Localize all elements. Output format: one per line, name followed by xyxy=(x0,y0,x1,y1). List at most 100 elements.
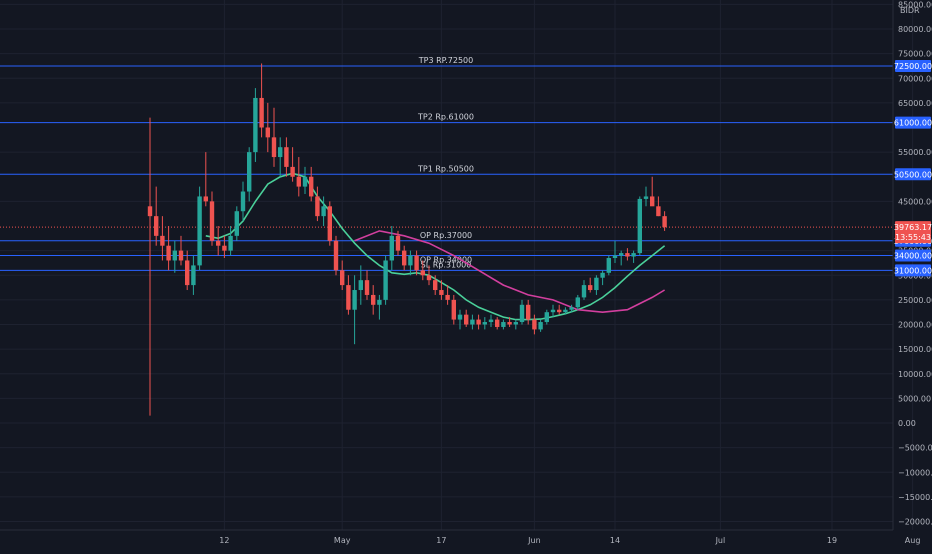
level-tag-sl xyxy=(895,264,931,277)
candle-body xyxy=(439,290,444,295)
candle-body xyxy=(600,272,605,278)
candle-body xyxy=(662,216,667,228)
candle xyxy=(631,250,636,263)
candle xyxy=(619,250,624,266)
x-tick-label: 14 xyxy=(610,536,620,545)
x-tick-label: May xyxy=(334,536,351,545)
candle-body xyxy=(147,206,153,217)
candle-body xyxy=(346,285,351,310)
candle xyxy=(594,275,599,295)
level-label-tp2: TP2 Rp.61000 xyxy=(417,113,474,122)
candle xyxy=(495,317,500,330)
y-tick-label: 0.00 xyxy=(898,419,916,428)
candle xyxy=(271,107,277,167)
candle-body xyxy=(191,265,196,286)
candle xyxy=(581,280,587,300)
candle-body xyxy=(185,260,190,286)
candle xyxy=(395,230,401,256)
candle xyxy=(222,235,227,259)
candle-body xyxy=(402,250,407,266)
candle-body xyxy=(414,255,419,271)
y-tick-label: 65000.00 xyxy=(898,99,932,108)
candle-body xyxy=(352,290,357,310)
candle-body xyxy=(495,319,500,327)
candle-body xyxy=(501,322,506,327)
candle-body xyxy=(364,280,370,295)
candle-body xyxy=(656,206,661,217)
candle xyxy=(240,181,246,222)
candle-body xyxy=(476,319,481,325)
candle-body xyxy=(408,255,413,266)
candle-body xyxy=(420,270,425,276)
candle xyxy=(519,299,525,325)
candle xyxy=(352,275,357,345)
candle-body xyxy=(625,253,630,257)
candle xyxy=(501,319,506,330)
y-tick-label: 15000.00 xyxy=(898,345,932,354)
candle-body xyxy=(575,297,580,308)
y-tick-label: −15000.00 xyxy=(898,493,932,502)
candle-body xyxy=(637,198,642,254)
current-price-value: 39763.17 xyxy=(894,223,932,232)
candle-body xyxy=(377,299,382,305)
candle xyxy=(476,314,481,330)
candle xyxy=(662,211,667,231)
candle xyxy=(408,250,413,276)
y-tick-label: −5000.00 xyxy=(898,444,932,453)
candle xyxy=(482,317,487,330)
candle-body xyxy=(594,277,599,291)
candle xyxy=(265,102,270,153)
x-tick-label: Jun xyxy=(527,536,541,545)
candle xyxy=(247,147,252,202)
candle xyxy=(600,270,605,286)
y-tick-label: 25000.00 xyxy=(898,296,932,305)
candle xyxy=(513,319,518,330)
candle xyxy=(278,137,283,177)
candle-body xyxy=(240,191,246,212)
candle xyxy=(445,285,450,305)
y-tick-label: 85000.00 xyxy=(898,0,932,9)
candle xyxy=(284,137,289,177)
candle xyxy=(383,255,388,305)
candle xyxy=(643,186,649,207)
candle-body xyxy=(222,245,227,251)
level-tag-text-tp3: 72500.00 xyxy=(894,62,932,71)
candle-body xyxy=(619,253,624,256)
candle xyxy=(470,314,475,330)
candle-body xyxy=(327,206,332,241)
candle-body xyxy=(371,294,376,305)
candle xyxy=(259,63,264,138)
candle xyxy=(166,226,171,271)
level-tag-text-tp1: 50500.00 xyxy=(894,170,932,179)
candle xyxy=(178,235,184,266)
candle xyxy=(302,166,308,194)
candle-body xyxy=(526,304,531,320)
x-tick-label: 12 xyxy=(219,536,229,545)
candle xyxy=(575,294,580,310)
candle xyxy=(333,235,339,276)
candle xyxy=(457,309,463,330)
candle-body xyxy=(247,152,252,192)
candle-body xyxy=(340,270,345,286)
level-label-op1: OP Rp.37000 xyxy=(420,231,472,240)
candle xyxy=(544,309,549,325)
candle-body xyxy=(315,196,320,217)
candle xyxy=(439,280,444,300)
current-price-tag xyxy=(895,221,931,244)
candle xyxy=(433,275,438,295)
moving-average-ma-magenta xyxy=(354,230,666,314)
level-tag-tp1 xyxy=(895,168,931,181)
candle xyxy=(203,152,208,207)
candle-body xyxy=(464,314,469,325)
candle-body xyxy=(309,176,314,197)
candle xyxy=(154,186,159,246)
level-label-tp1: TP1 Rp.50500 xyxy=(417,164,474,173)
candle xyxy=(209,191,215,246)
x-tick-label: Jul xyxy=(715,536,726,545)
candle-body xyxy=(451,299,456,320)
candle-body xyxy=(278,147,283,158)
candle-body xyxy=(234,211,239,236)
candle xyxy=(185,250,190,291)
